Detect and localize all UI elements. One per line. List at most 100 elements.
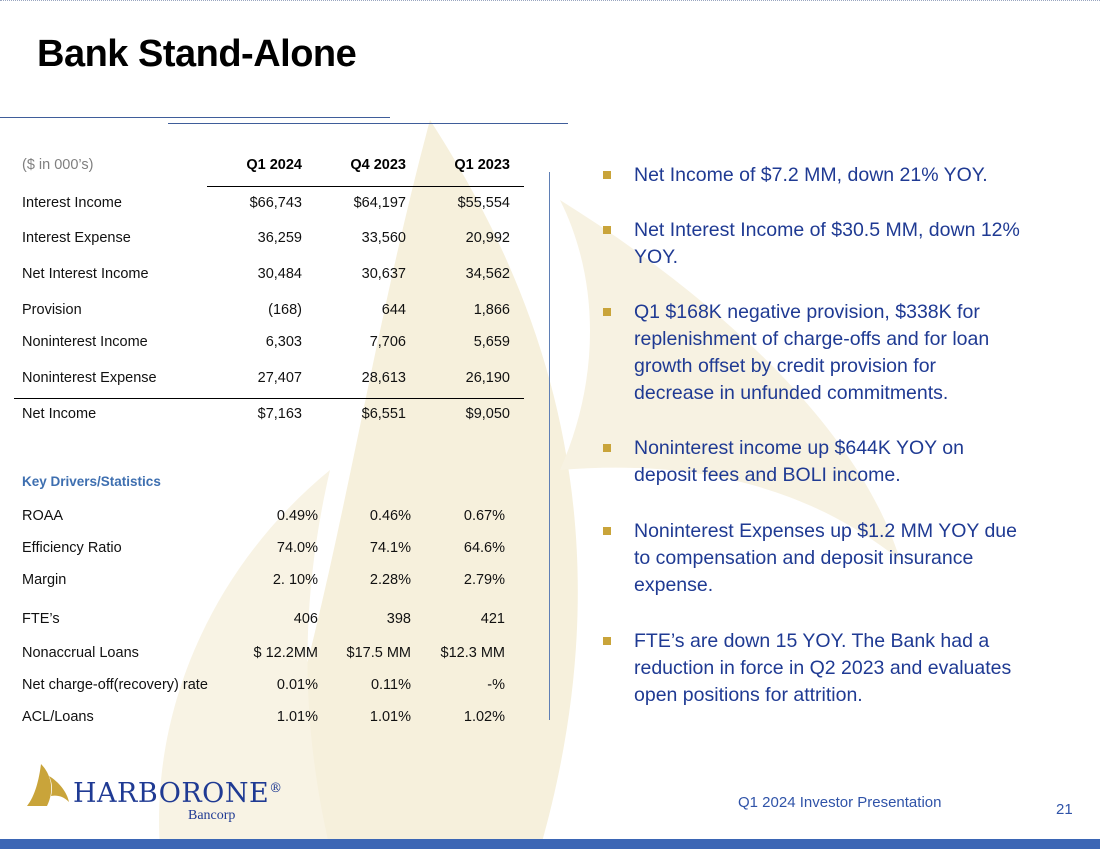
- bullet-text: Noninterest Expenses up $1.2 MM YOY due …: [634, 520, 1018, 596]
- bullet-square-icon: [603, 527, 611, 535]
- stat-value: $17.5 MM: [346, 645, 411, 661]
- stat-row: Nonaccrual Loans $ 12.2MM $17.5 MM $12.3…: [14, 645, 524, 667]
- unit-label: ($ in 000’s): [22, 157, 94, 173]
- stat-row: Efficiency Ratio 74.0% 74.1% 64.6%: [14, 540, 524, 562]
- logo-name: HARBORONE: [73, 778, 270, 809]
- bullet-text: Q1 $168K negative provision, $338K for r…: [634, 301, 990, 404]
- stat-value: 1.01%: [276, 709, 318, 725]
- stat-label: FTE’s: [22, 611, 60, 627]
- stat-value: 1.02%: [463, 709, 505, 725]
- key-drivers-heading: Key Drivers/Statistics: [22, 474, 161, 489]
- cell-value: 33,560: [361, 230, 406, 246]
- cell-value: 28,613: [361, 370, 406, 386]
- sail-logo-icon: [27, 764, 69, 806]
- cell-value: $6,551: [361, 406, 406, 422]
- stat-label: ACL/Loans: [22, 709, 94, 725]
- row-label: Noninterest Expense: [22, 370, 157, 386]
- table-row: Interest Expense 36,259 33,560 20,992: [14, 230, 524, 252]
- table-row: Noninterest Income 6,303 7,706 5,659: [14, 334, 524, 356]
- net-income-divider: [14, 398, 524, 399]
- list-item: Noninterest income up $644K YOY on depos…: [600, 435, 1020, 489]
- cell-value: 26,190: [465, 370, 510, 386]
- stat-value: 421: [480, 611, 505, 627]
- stat-value: -%: [487, 677, 505, 693]
- cell-value: 7,706: [369, 334, 406, 350]
- list-item: Noninterest Expenses up $1.2 MM YOY due …: [600, 518, 1020, 599]
- bullet-square-icon: [603, 444, 611, 452]
- stat-value: $12.3 MM: [440, 645, 505, 661]
- cell-value: 34,562: [465, 266, 510, 282]
- bullet-text: FTE’s are down 15 YOY. The Bank had a re…: [634, 630, 1012, 706]
- table-header-row: ($ in 000’s) Q1 2024 Q4 2023 Q1 2023: [14, 157, 524, 179]
- cell-value: (168): [268, 302, 302, 318]
- top-dotted-border: [0, 0, 1100, 1]
- stat-value: 0.11%: [370, 677, 411, 693]
- row-label: Interest Income: [22, 195, 122, 211]
- column-header: Q1 2023: [454, 157, 510, 173]
- row-label: Provision: [22, 302, 82, 318]
- stat-row: Net charge-off(recovery) rate 0.01% 0.11…: [14, 677, 524, 699]
- title-underline-offset: [168, 123, 568, 124]
- list-item: FTE’s are down 15 YOY. The Bank had a re…: [600, 628, 1020, 709]
- cell-value: $9,050: [465, 406, 510, 422]
- list-item: Net Income of $7.2 MM, down 21% YOY.: [600, 162, 1020, 189]
- table-row: Interest Income $66,743 $64,197 $55,554: [14, 195, 524, 217]
- stat-value: 0.49%: [276, 508, 318, 524]
- cell-value: $55,554: [457, 195, 510, 211]
- bullet-text: Net Interest Income of $30.5 MM, down 12…: [634, 219, 1020, 268]
- stat-value: 398: [386, 611, 411, 627]
- stat-row: ACL/Loans 1.01% 1.01% 1.02%: [14, 709, 524, 731]
- stat-label: Margin: [22, 572, 67, 588]
- stat-row: ROAA 0.49% 0.46% 0.67%: [14, 508, 524, 530]
- list-item: Q1 $168K negative provision, $338K for r…: [600, 299, 1020, 407]
- cell-value: 1,866: [473, 302, 510, 318]
- stat-label: Nonaccrual Loans: [22, 645, 139, 661]
- cell-value: 644: [381, 302, 406, 318]
- row-label: Net Income: [22, 406, 97, 422]
- cell-value: 30,637: [361, 266, 406, 282]
- table-row-net-income: Net Income $7,163 $6,551 $9,050: [14, 406, 524, 428]
- stat-value: 406: [293, 611, 318, 627]
- stat-value: 0.67%: [463, 508, 505, 524]
- stat-value: 2.28%: [369, 572, 411, 588]
- harborone-logo: HARBORONE® Bancorp: [25, 762, 285, 832]
- stat-value: 1.01%: [369, 709, 411, 725]
- bottom-bar: [0, 839, 1100, 849]
- logo-subtitle: Bancorp: [188, 808, 236, 823]
- bullet-square-icon: [603, 171, 611, 179]
- column-header: Q4 2023: [350, 157, 406, 173]
- cell-value: 36,259: [257, 230, 302, 246]
- stat-row: FTE’s 406 398 421: [14, 611, 524, 633]
- bullet-square-icon: [603, 226, 611, 234]
- stat-value: 2.79%: [463, 572, 505, 588]
- list-item: Net Interest Income of $30.5 MM, down 12…: [600, 217, 1020, 271]
- stat-value: $ 12.2MM: [253, 645, 318, 661]
- stat-value: 0.46%: [369, 508, 411, 524]
- table-row: Net Interest Income 30,484 30,637 34,562: [14, 266, 524, 288]
- cell-value: 30,484: [257, 266, 302, 282]
- bullet-square-icon: [603, 637, 611, 645]
- stat-value: 0.01%: [276, 677, 318, 693]
- row-label: Interest Expense: [22, 230, 131, 246]
- row-label: Noninterest Income: [22, 334, 148, 350]
- header-divider: [207, 186, 524, 187]
- stat-value: 2. 10%: [272, 572, 318, 588]
- page-title: Bank Stand-Alone: [37, 33, 357, 75]
- cell-value: 20,992: [465, 230, 510, 246]
- column-header: Q1 2024: [246, 157, 302, 173]
- cell-value: 27,407: [257, 370, 302, 386]
- stat-value: 74.1%: [369, 540, 411, 556]
- table-row: Noninterest Expense 27,407 28,613 26,190: [14, 370, 524, 392]
- row-label: Net Interest Income: [22, 266, 149, 282]
- stat-label: ROAA: [22, 508, 64, 524]
- bullet-text: Noninterest income up $644K YOY on depos…: [634, 437, 964, 486]
- stat-label: Efficiency Ratio: [22, 540, 122, 556]
- column-divider: [549, 172, 550, 720]
- stat-label: Net charge-off(recovery) rate: [22, 677, 208, 693]
- footer-presentation-title: Q1 2024 Investor Presentation: [738, 794, 942, 811]
- stat-value: 74.0%: [276, 540, 318, 556]
- cell-value: $64,197: [353, 195, 406, 211]
- cell-value: $66,743: [249, 195, 302, 211]
- logo-wordmark: HARBORONE®: [73, 778, 283, 809]
